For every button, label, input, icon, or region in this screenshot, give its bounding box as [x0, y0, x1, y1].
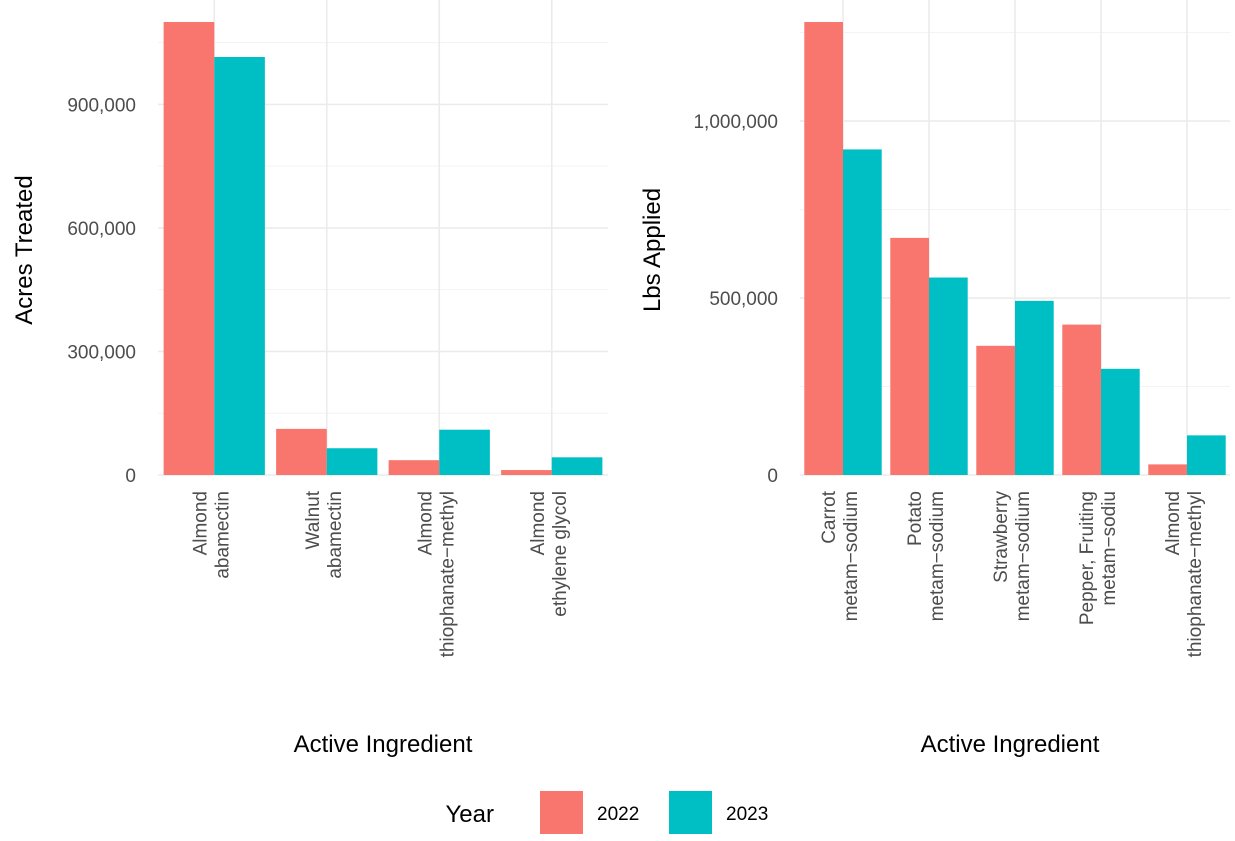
bar-2022: [976, 345, 1015, 475]
x-tick-label: Almondabamectin: [190, 491, 233, 579]
y-tick-label: 0: [125, 466, 136, 487]
x-tick-label: Strawberrymetam−sodium: [991, 491, 1034, 622]
bar-2023: [214, 57, 265, 475]
bar-2023: [1101, 368, 1140, 475]
x-tick-label: Almondethylene glycol: [528, 491, 571, 617]
bar-2022: [1148, 464, 1187, 475]
legend-label-2023: 2023: [726, 804, 768, 825]
legend-label-2022: 2022: [597, 804, 639, 825]
x-tick-label: Potatometam−sodium: [905, 491, 948, 621]
y-axis-title: Lbs Applied: [639, 188, 666, 312]
x-tick-label: Pepper, Fruitingmetam−sodiu: [1077, 491, 1120, 625]
bar-2022: [388, 460, 440, 475]
legend-swatch-2022: [540, 791, 583, 834]
y-tick-label: 500,000: [709, 289, 778, 310]
bar-2022: [804, 22, 843, 475]
bar-2023: [326, 448, 378, 475]
x-tick-label: Almondthiophanate−methyl: [415, 491, 458, 657]
bar-2022: [276, 428, 327, 475]
bar-2023: [929, 277, 968, 475]
y-tick-label: 300,000: [67, 342, 136, 363]
x-tick-label: Almondthiophanate−methyl: [1163, 491, 1206, 657]
bar-2022: [890, 237, 929, 475]
y-tick-label: 600,000: [67, 219, 136, 240]
legend-title: Year: [446, 801, 495, 828]
y-tick-label: 900,000: [67, 95, 136, 116]
bar-2022: [163, 22, 215, 475]
bar-2023: [843, 149, 882, 475]
legend-swatch-2023: [669, 791, 712, 834]
bar-2023: [1187, 435, 1226, 475]
x-axis-title: Active Ingredient: [294, 731, 473, 758]
bar-2022: [501, 470, 552, 475]
y-axis-title: Acres Treated: [11, 175, 38, 324]
bar-2023: [439, 429, 490, 475]
chart-panel-2: 0 500,000 1,000,000 Carrotmetam−sodium Potat…: [639, 0, 1230, 758]
bar-2023: [551, 457, 603, 475]
bar-2022: [1062, 324, 1101, 475]
y-tick-label: 1,000,000: [693, 112, 778, 133]
bar-2023: [1015, 300, 1054, 475]
x-tick-label: Carrotmetam−sodium: [819, 490, 862, 621]
x-tick-label: Walnutabamectin: [303, 490, 346, 578]
chart-panel-1: 0 300,000 600,000 900,000 Almondabamectin Wal…: [11, 0, 608, 758]
y-tick-label: 0: [767, 466, 778, 487]
x-axis-title: Active Ingredient: [921, 731, 1100, 758]
legend: Year 2022 2023: [446, 791, 768, 834]
